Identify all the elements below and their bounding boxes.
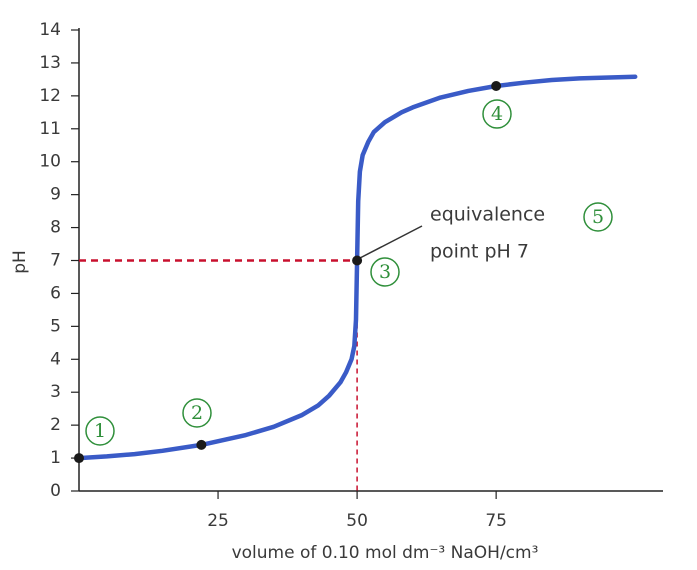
y-tick-label: 12: [39, 86, 61, 106]
point-marker: [491, 80, 502, 91]
x-tick-label: 25: [207, 511, 229, 531]
point-label: 5: [592, 206, 604, 228]
y-tick-label: 5: [50, 316, 61, 336]
x-tick-label: 50: [346, 511, 368, 531]
point-marker: [352, 255, 363, 266]
point-marker: [74, 453, 84, 464]
annotation: point pH 7: [430, 241, 529, 263]
point-label: 1: [94, 420, 106, 442]
y-tick-label: 8: [50, 218, 61, 238]
y-tick-label: 9: [50, 185, 61, 205]
leader-line: [359, 225, 423, 259]
y-tick-label: 1: [50, 448, 61, 468]
point-label: 3: [379, 261, 391, 283]
y-tick-label: 3: [50, 382, 61, 402]
label-circle: [370, 257, 400, 287]
y-tick-label: 6: [50, 283, 61, 303]
titration-curve: [76, 74, 638, 461]
point-label: 2: [191, 402, 203, 424]
y-tick-label: 13: [39, 53, 61, 73]
y-tick-label: 7: [50, 251, 61, 271]
annotation: equivalence: [430, 204, 545, 226]
y-tick-label: 14: [39, 20, 61, 40]
label-circle: [182, 398, 212, 428]
label-circle: [583, 202, 613, 232]
y-tick-label: 4: [50, 349, 61, 369]
y-axis-label: pH: [10, 250, 30, 274]
y-tick-label: 10: [39, 152, 61, 172]
x-tick-label: 75: [485, 511, 507, 531]
label-circle: [482, 99, 512, 129]
y-tick-label: 2: [50, 415, 61, 435]
label-circle: [85, 416, 115, 446]
y-tick-label: 0: [50, 481, 61, 501]
point-label: 4: [491, 103, 503, 125]
x-axis-label: volume of 0.10 mol dm⁻³ NaOH/cm³: [232, 543, 539, 563]
point-marker: [196, 439, 207, 450]
y-tick-label: 11: [39, 119, 61, 139]
